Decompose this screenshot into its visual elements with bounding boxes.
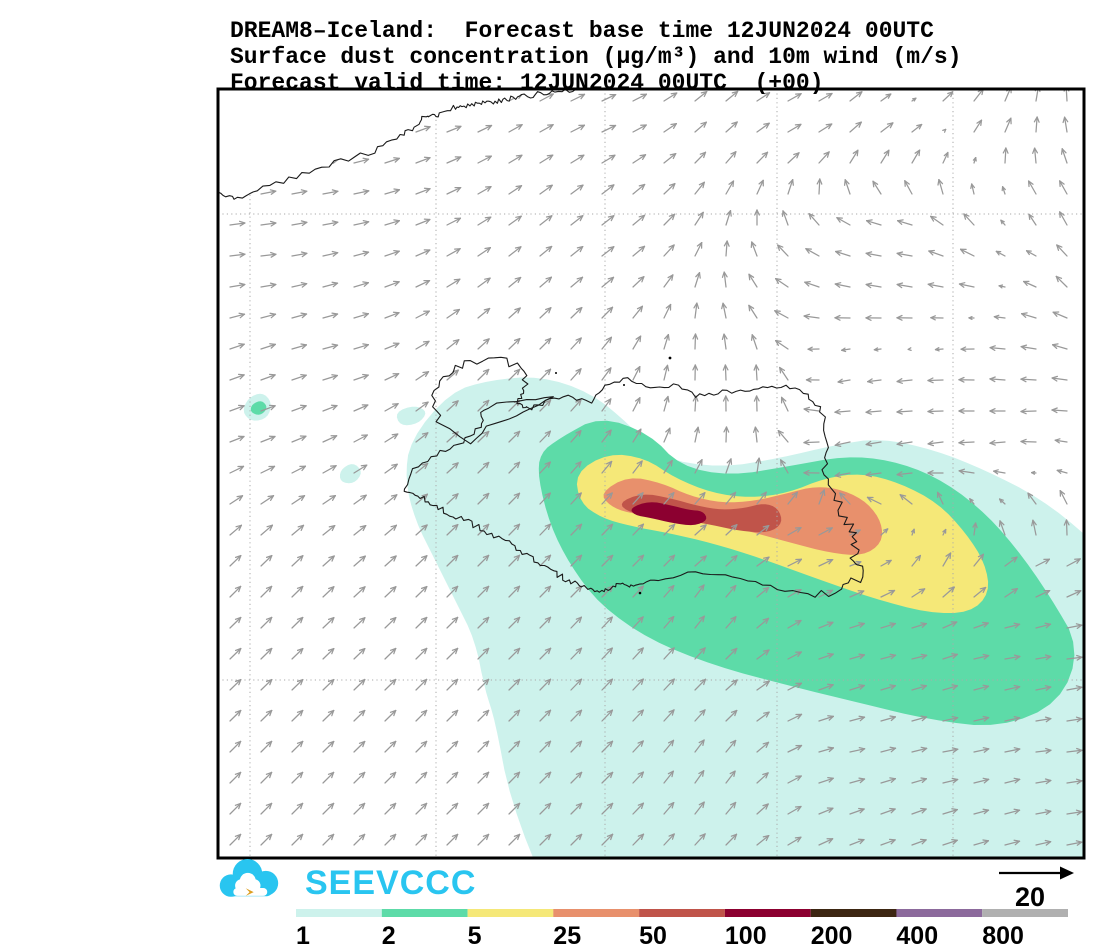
svg-text:400: 400 — [896, 922, 938, 950]
svg-text:200: 200 — [811, 922, 853, 950]
svg-text:800: 800 — [982, 922, 1024, 950]
svg-text:5: 5 — [468, 922, 482, 950]
svg-text:Surface dust concentration (μg: Surface dust concentration (μg/m³) and 1… — [230, 44, 962, 70]
svg-text:50: 50 — [639, 922, 667, 950]
svg-text:20: 20 — [1015, 882, 1045, 912]
svg-text:DREAM8–Iceland: Forecast base: DREAM8–Iceland: Forecast base time 12JUN… — [230, 18, 934, 44]
svg-text:1: 1 — [296, 922, 310, 950]
svg-text:SEEVCCC: SEEVCCC — [305, 864, 476, 902]
svg-text:Forecast valid time: 12JUN2024: Forecast valid time: 12JUN2024 00UTC (+0… — [230, 70, 824, 96]
svg-text:25: 25 — [553, 922, 581, 950]
svg-text:2: 2 — [382, 922, 396, 950]
svg-text:100: 100 — [725, 922, 767, 950]
